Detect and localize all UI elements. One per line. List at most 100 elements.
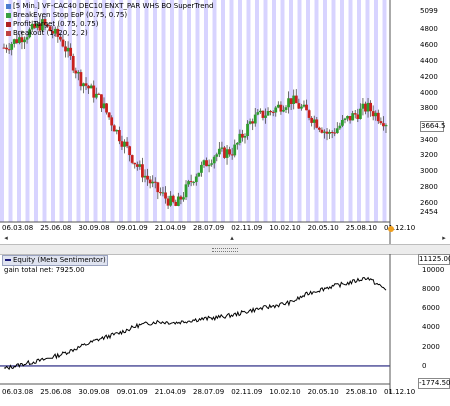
session-band bbox=[0, 0, 4, 222]
equity-title-label: Equity (Meta Sentimentor) bbox=[13, 256, 106, 264]
candle-body bbox=[241, 133, 244, 138]
legend-label: Profit Target (0.75, 0.75) bbox=[13, 20, 99, 28]
time-tick-label: 01.12.10 bbox=[384, 224, 416, 232]
candle-body bbox=[258, 110, 262, 113]
session-band bbox=[110, 0, 115, 222]
candle-body bbox=[69, 47, 73, 56]
candle-body bbox=[338, 125, 342, 129]
price-tick-label: 4200 bbox=[420, 73, 438, 81]
candle-body bbox=[89, 85, 93, 89]
candle-body bbox=[346, 116, 349, 119]
price-tick-label: 3400 bbox=[420, 136, 438, 144]
session-band bbox=[212, 0, 217, 222]
session-band bbox=[238, 0, 242, 222]
candle-body bbox=[376, 112, 380, 122]
candle-body bbox=[141, 164, 144, 178]
candle-body bbox=[323, 131, 326, 133]
candle-body bbox=[102, 103, 106, 109]
legend-profit-target: Profit Target (0.75, 0.75) bbox=[6, 20, 98, 28]
equity-tick-label: 0 bbox=[422, 361, 427, 370]
candle-body bbox=[371, 111, 375, 117]
legend-breakeven: BreakEven Stop EoP (0.75, 0.75) bbox=[6, 11, 127, 19]
candle-body bbox=[20, 37, 24, 43]
candle-body bbox=[289, 98, 293, 104]
candle-body bbox=[307, 110, 311, 118]
session-band bbox=[25, 0, 30, 222]
session-band bbox=[178, 0, 183, 222]
candle-body bbox=[110, 117, 114, 126]
candle-body bbox=[148, 179, 152, 184]
session-band bbox=[340, 0, 344, 222]
time-tick-label: 21.04.09 bbox=[154, 224, 186, 232]
candle-body bbox=[328, 132, 331, 134]
candle-body bbox=[353, 113, 357, 115]
candle-body bbox=[189, 181, 193, 183]
candle-body bbox=[82, 83, 85, 87]
candle-body bbox=[133, 162, 137, 165]
time-tick-label: 30.09.08 bbox=[78, 224, 110, 232]
session-band bbox=[221, 0, 225, 222]
price-chart[interactable] bbox=[0, 0, 450, 244]
candle-body bbox=[233, 144, 237, 156]
session-band bbox=[59, 0, 64, 222]
candle-body bbox=[266, 111, 270, 116]
candle-body bbox=[271, 111, 275, 113]
candle-body bbox=[302, 104, 306, 107]
candle-body bbox=[235, 142, 239, 145]
candle-body bbox=[97, 93, 101, 95]
legend-instrument: [5 Min.] VF-CAC40 DEC10 ENXT_PAR WHS BO … bbox=[6, 2, 213, 10]
candle-body bbox=[182, 197, 185, 200]
candle-body bbox=[30, 23, 34, 30]
candle-body bbox=[333, 132, 337, 134]
legend-swatch bbox=[6, 30, 11, 36]
end-marker-icon bbox=[388, 226, 394, 232]
candle-body bbox=[5, 47, 8, 50]
splitter-grip-icon[interactable] bbox=[212, 248, 238, 252]
candle-body bbox=[135, 164, 139, 167]
candle-body bbox=[220, 147, 224, 149]
candle-body bbox=[246, 123, 249, 137]
price-tick-label: 2454 bbox=[420, 208, 438, 216]
candle-body bbox=[341, 119, 344, 126]
panel-splitter[interactable] bbox=[0, 244, 450, 255]
candle-body bbox=[33, 23, 37, 28]
time-tick-label: 20.05.10 bbox=[307, 224, 339, 232]
candle-body bbox=[51, 31, 55, 34]
scroll-marker-icon[interactable]: ▴ bbox=[230, 234, 234, 242]
candle-body bbox=[223, 147, 226, 158]
session-band bbox=[76, 0, 81, 222]
time-tick-label: 06.03.08 bbox=[2, 224, 34, 232]
session-band bbox=[136, 0, 140, 222]
equity-tick-label: 11125.00 bbox=[418, 254, 450, 265]
candle-body bbox=[48, 26, 52, 32]
candle-body bbox=[197, 172, 201, 177]
session-band bbox=[229, 0, 234, 222]
candle-body bbox=[146, 175, 149, 180]
session-band bbox=[119, 0, 123, 222]
legend-label: Breakout (1, 20, 2, 2) bbox=[13, 29, 88, 37]
candle-body bbox=[282, 109, 285, 112]
candle-body bbox=[343, 118, 347, 120]
time-tick-label: 25.08.10 bbox=[345, 224, 377, 232]
candle-body bbox=[46, 24, 49, 27]
candle-body bbox=[243, 136, 247, 138]
candle-body bbox=[384, 125, 388, 127]
legend-label: [5 Min.] VF-CAC40 DEC10 ENXT_PAR WHS BO … bbox=[13, 2, 214, 10]
candle-body bbox=[59, 36, 62, 40]
candle-body bbox=[261, 110, 265, 118]
candle-body bbox=[200, 164, 203, 173]
candle-body bbox=[84, 83, 88, 86]
equity-tick-label: 8000 bbox=[422, 285, 440, 294]
candle-body bbox=[71, 55, 75, 71]
candle-body bbox=[317, 127, 321, 130]
time-tick-label: 28.07.09 bbox=[193, 224, 225, 232]
price-tick-label: 4800 bbox=[420, 25, 438, 33]
candle-body bbox=[264, 115, 267, 118]
scroll-right-icon[interactable]: ▸ bbox=[442, 234, 446, 242]
candle-body bbox=[215, 154, 219, 157]
scroll-left-icon[interactable]: ◂ bbox=[4, 234, 8, 242]
price-tick-label: 4600 bbox=[420, 41, 438, 49]
time-tick-label: 09.01.09 bbox=[116, 224, 148, 232]
candle-body bbox=[279, 104, 283, 112]
candle-body bbox=[112, 125, 116, 132]
